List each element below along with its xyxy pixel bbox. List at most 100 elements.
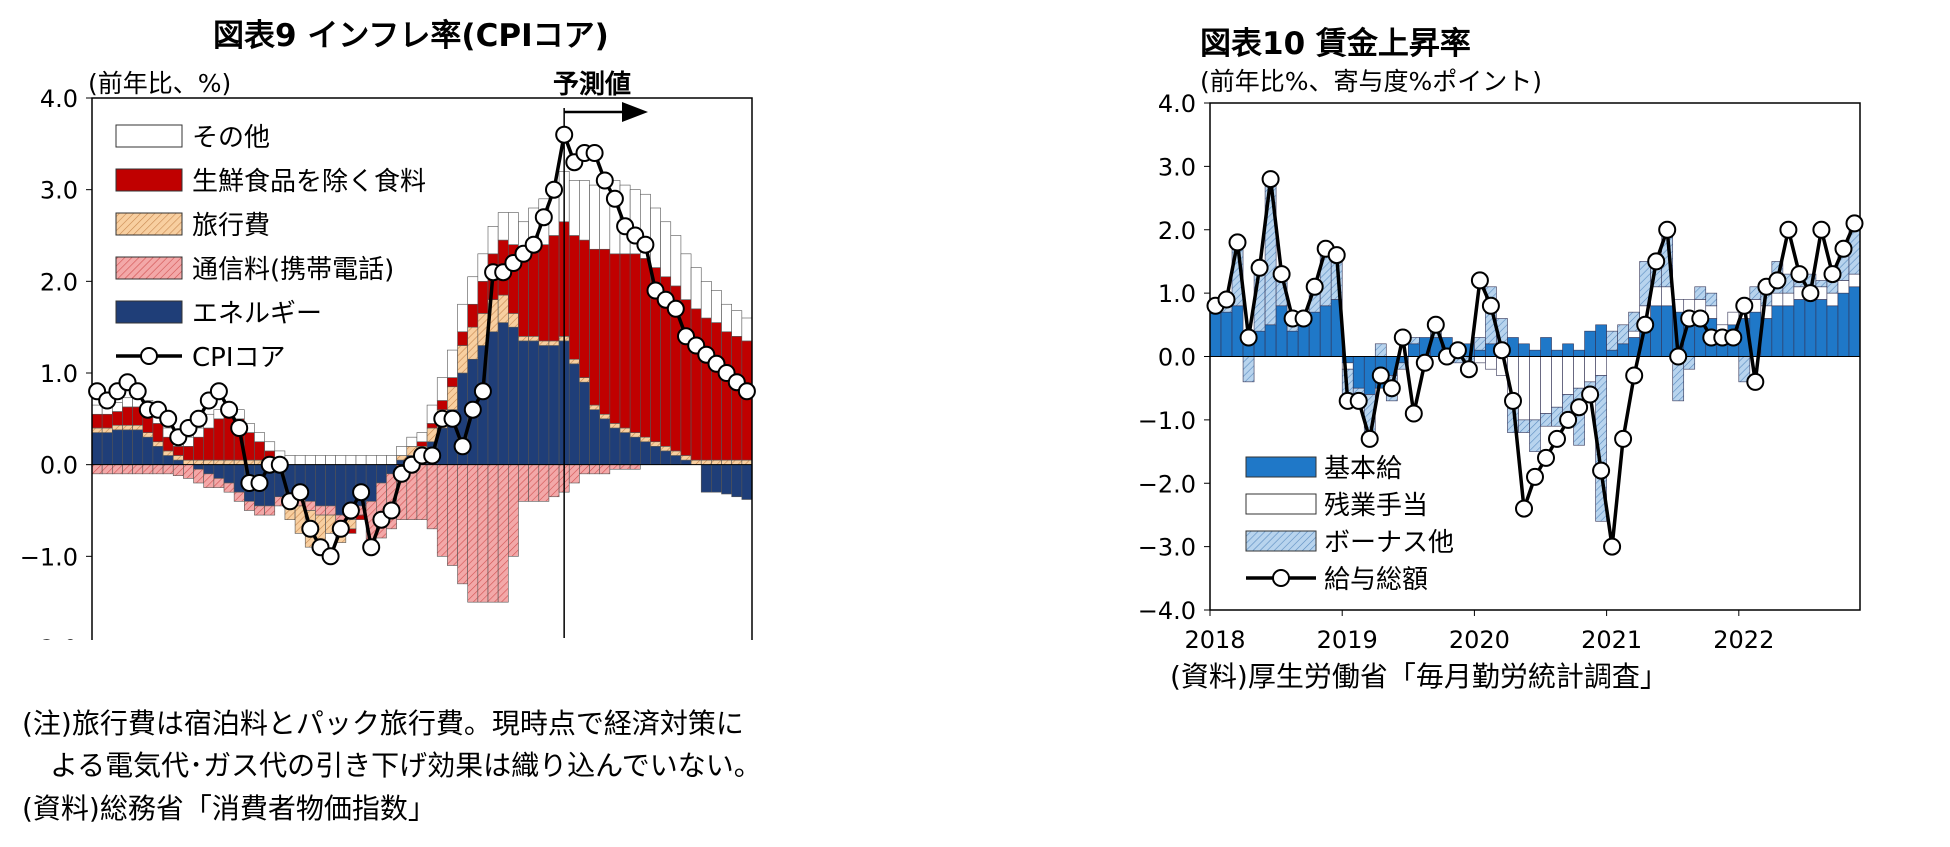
y-tick-label: 2.0 [40,268,78,296]
bar-bonus [1220,299,1233,313]
cpi-core-marker [321,547,340,566]
bar-bonus [1771,261,1784,294]
bar-mobile [183,464,194,479]
cpi-core-marker [737,382,756,401]
total-wage-marker [1415,353,1434,372]
bar-travel [457,345,468,374]
bar-base [1760,318,1773,357]
total-wage-marker [1625,366,1644,385]
bar-mobile [426,464,438,530]
bar-mobile [254,505,265,516]
bar-food [548,235,560,342]
bar-mobile [315,505,326,516]
bar-travel [548,340,560,346]
bar-food [416,441,428,447]
bar-bonus [1738,356,1751,383]
bar-overtime [1529,356,1541,421]
legend-label: CPIコア [192,343,286,373]
bar-overtime [1507,356,1519,408]
total-wage-marker [1647,252,1666,271]
bar-mobile [91,464,103,475]
bar-mobile [122,464,133,475]
bar-overtime [1628,330,1640,338]
bar-other [396,446,408,456]
bar-energy [680,459,692,465]
bar-overtime [1815,286,1828,300]
bar-base [1518,343,1530,357]
legend-label: その他 [192,123,270,153]
bar-bonus [1595,375,1607,522]
bar-overtime [1540,356,1552,414]
cpi-core-marker [555,125,574,144]
legend-swatch-energy [115,300,183,324]
bar-overtime [1595,356,1607,376]
bar-travel [233,459,245,465]
bar-base [1286,330,1299,357]
bar-base [1573,349,1585,357]
bar-base [1815,299,1828,357]
bar-bonus [1540,413,1552,427]
bar-base [1738,318,1751,357]
bar-energy [711,464,722,493]
cpi-core-marker [585,144,604,162]
bar-bonus [1264,178,1277,326]
bar-food [629,253,641,433]
x-tick-label: 2019 [1317,626,1378,654]
bar-energy [538,345,550,465]
cpi-core-marker [341,501,360,520]
bar-travel [609,423,621,429]
bar-base [1385,356,1398,376]
y-tick-label: −2.0 [20,635,78,640]
bar-travel [172,455,184,461]
bar-other [315,455,326,465]
bar-food [731,336,743,461]
bar-base [1452,343,1464,357]
bar-bonus [1507,406,1519,433]
total-wage-line [1214,178,1857,547]
bar-other [345,455,357,465]
bar-base [1474,349,1486,357]
total-wage-marker [1371,366,1390,385]
bar-bonus [1562,394,1574,414]
bar-mobile [162,464,174,475]
bar-other [711,290,722,323]
total-wage-marker [1272,265,1291,284]
bar-bonus [1848,223,1861,275]
bar-base [1408,343,1420,357]
bar-overtime [1650,286,1663,307]
bar-base [1463,343,1475,357]
bar-travel [223,459,235,465]
bar-bonus [1628,311,1640,332]
total-wage-marker [1757,277,1776,296]
bar-base [1430,337,1442,357]
bar-bonus [1815,280,1828,288]
bar-bonus [1408,337,1420,345]
y-tick-label: 3.0 [1158,153,1196,181]
cpi-core-marker [666,299,685,318]
right-chart-title: 図表10 賃金上昇率 [1200,26,1471,62]
bar-bonus [1683,356,1696,370]
bar-food [518,258,529,337]
bar-bonus [1275,273,1288,307]
cpi-core-marker [382,501,401,520]
x-tick-label: 2018 [1184,626,1245,654]
bar-overtime [1485,356,1497,370]
bar-other [325,455,336,465]
bar-overtime [1496,356,1508,376]
bar-travel [680,455,692,461]
legend-swatch-travel [115,212,183,236]
bar-other [721,303,732,333]
total-wage-marker [1614,429,1633,448]
bar-other [254,432,265,443]
y-tick-label: 2.0 [1158,217,1196,245]
bar-base [1330,299,1343,357]
cpi-core-marker [595,171,614,190]
bar-bonus [1385,375,1398,402]
bar-food [741,340,753,461]
bar-mobile [497,464,509,603]
y-tick-label: 1.0 [40,360,78,388]
bar-base [1782,305,1795,357]
bar-mobile [244,501,255,511]
bar-mobile [223,482,235,493]
total-wage-marker [1437,347,1456,366]
